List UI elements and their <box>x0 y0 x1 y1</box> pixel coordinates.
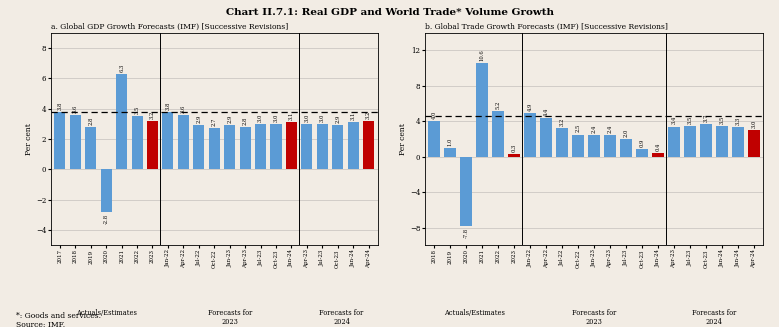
Text: -7.8: -7.8 <box>464 228 469 238</box>
Text: 3.7: 3.7 <box>703 113 708 122</box>
Text: 3.2: 3.2 <box>559 118 565 126</box>
Text: 3.5: 3.5 <box>135 106 139 114</box>
Bar <box>509 154 520 157</box>
Bar <box>492 111 504 157</box>
Text: 3.5: 3.5 <box>719 115 724 124</box>
Text: 3.8: 3.8 <box>165 101 171 110</box>
Bar <box>363 121 374 169</box>
Bar <box>132 116 143 169</box>
Bar <box>85 127 97 169</box>
Text: 2.4: 2.4 <box>608 125 612 133</box>
Text: 2.9: 2.9 <box>335 115 340 123</box>
Text: Actuals/Estimates: Actuals/Estimates <box>76 309 136 317</box>
Bar <box>652 153 664 157</box>
Text: 0.3: 0.3 <box>512 144 516 152</box>
Text: 1.0: 1.0 <box>448 137 453 146</box>
Bar <box>684 126 696 157</box>
Bar <box>716 126 728 157</box>
Bar <box>178 115 189 169</box>
Y-axis label: Per cent: Per cent <box>399 123 407 155</box>
Bar <box>748 130 760 157</box>
Text: *: Goods and services.: *: Goods and services. <box>16 312 100 320</box>
Bar <box>55 112 65 169</box>
Text: 3.6: 3.6 <box>72 104 78 112</box>
Text: 4.0: 4.0 <box>432 111 437 119</box>
Bar <box>573 134 583 157</box>
Bar <box>524 113 536 157</box>
Text: 2.4: 2.4 <box>591 125 597 133</box>
Bar <box>636 149 647 157</box>
Bar <box>193 125 204 169</box>
Y-axis label: Per cent: Per cent <box>25 123 33 155</box>
Text: Forecasts for
2023: Forecasts for 2023 <box>572 309 616 326</box>
Text: 2.8: 2.8 <box>88 116 93 125</box>
Text: 0.4: 0.4 <box>655 143 661 151</box>
Bar <box>317 124 328 169</box>
Text: 2.0: 2.0 <box>623 129 629 137</box>
Text: 6.3: 6.3 <box>119 63 124 72</box>
Text: 3.0: 3.0 <box>751 120 756 128</box>
Text: 3.4: 3.4 <box>671 116 676 125</box>
Text: 0.9: 0.9 <box>640 138 644 146</box>
Text: 4.4: 4.4 <box>544 107 548 115</box>
Text: 3.1: 3.1 <box>289 112 294 120</box>
Text: a. Global GDP Growth Forecasts (IMF) [Successive Revisions]: a. Global GDP Growth Forecasts (IMF) [Su… <box>51 23 288 30</box>
Text: 5.2: 5.2 <box>495 100 501 109</box>
Bar <box>444 148 456 157</box>
Bar <box>147 121 158 169</box>
Bar <box>70 115 81 169</box>
Bar <box>428 121 440 157</box>
Text: 2.8: 2.8 <box>242 116 248 125</box>
Bar <box>255 124 266 169</box>
Text: Chart II.7.1: Real GDP and World Trade* Volume Growth: Chart II.7.1: Real GDP and World Trade* … <box>225 8 554 17</box>
Bar <box>224 125 235 169</box>
Text: 10.6: 10.6 <box>480 49 485 61</box>
Text: 3.3: 3.3 <box>735 117 740 125</box>
Bar <box>347 122 358 169</box>
Bar <box>620 139 632 157</box>
Bar <box>239 127 251 169</box>
Text: 3.2: 3.2 <box>150 110 155 119</box>
Bar <box>116 74 127 169</box>
Text: 2.5: 2.5 <box>576 124 580 132</box>
Bar <box>209 128 220 169</box>
Bar <box>460 157 472 226</box>
Text: Actuals/Estimates: Actuals/Estimates <box>444 309 505 317</box>
Bar <box>286 122 297 169</box>
Bar <box>270 124 281 169</box>
Text: 2.7: 2.7 <box>212 118 217 126</box>
Bar <box>605 135 615 157</box>
Text: 3.1: 3.1 <box>351 112 356 120</box>
Text: 2.9: 2.9 <box>227 115 232 123</box>
Bar <box>301 124 312 169</box>
Text: 3.0: 3.0 <box>319 113 325 122</box>
Text: 4.9: 4.9 <box>527 103 533 111</box>
Text: 3.6: 3.6 <box>181 104 186 112</box>
Text: 3.2: 3.2 <box>366 110 371 119</box>
Bar <box>700 124 712 157</box>
Bar <box>541 118 552 157</box>
Bar <box>588 135 600 157</box>
Text: b. Global Trade Growth Forecasts (IMF) [Successive Revisions]: b. Global Trade Growth Forecasts (IMF) [… <box>425 23 668 30</box>
Bar <box>668 127 679 157</box>
Bar <box>100 169 111 212</box>
Bar <box>332 125 344 169</box>
Text: -2.8: -2.8 <box>104 214 109 224</box>
Bar <box>556 128 568 157</box>
Text: 3.0: 3.0 <box>258 113 263 122</box>
Text: Source: IMF.: Source: IMF. <box>16 321 65 327</box>
Bar <box>476 63 488 157</box>
Text: 2.9: 2.9 <box>196 115 201 123</box>
Text: Forecasts for
2024: Forecasts for 2024 <box>692 309 736 326</box>
Text: Forecasts for
2024: Forecasts for 2024 <box>319 309 364 326</box>
Text: 3.5: 3.5 <box>687 115 693 124</box>
Bar <box>162 112 174 169</box>
Text: 3.0: 3.0 <box>305 113 309 122</box>
Text: 3.0: 3.0 <box>273 113 278 122</box>
Bar <box>732 128 744 157</box>
Text: 3.8: 3.8 <box>58 101 62 110</box>
Text: Forecasts for
2023: Forecasts for 2023 <box>207 309 252 326</box>
